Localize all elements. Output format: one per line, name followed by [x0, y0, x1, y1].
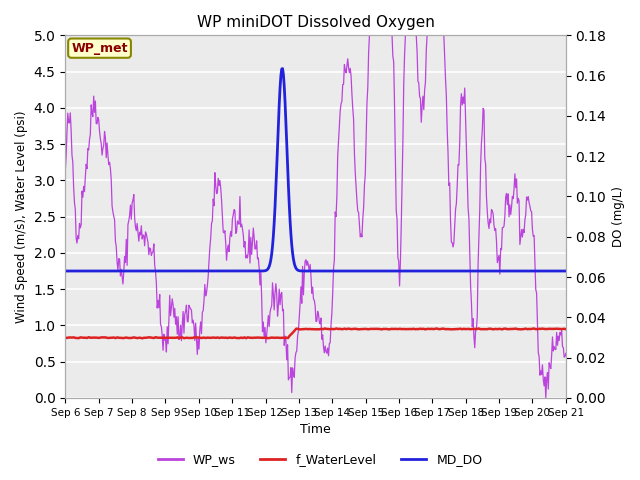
Legend: WP_ws, f_WaterLevel, MD_DO: WP_ws, f_WaterLevel, MD_DO [152, 448, 488, 471]
Text: WP_met: WP_met [71, 42, 128, 55]
Title: WP miniDOT Dissolved Oxygen: WP miniDOT Dissolved Oxygen [196, 15, 435, 30]
Y-axis label: Wind Speed (m/s), Water Level (psi): Wind Speed (m/s), Water Level (psi) [15, 110, 28, 323]
Y-axis label: DO (mg/L): DO (mg/L) [612, 186, 625, 247]
X-axis label: Time: Time [300, 423, 331, 436]
